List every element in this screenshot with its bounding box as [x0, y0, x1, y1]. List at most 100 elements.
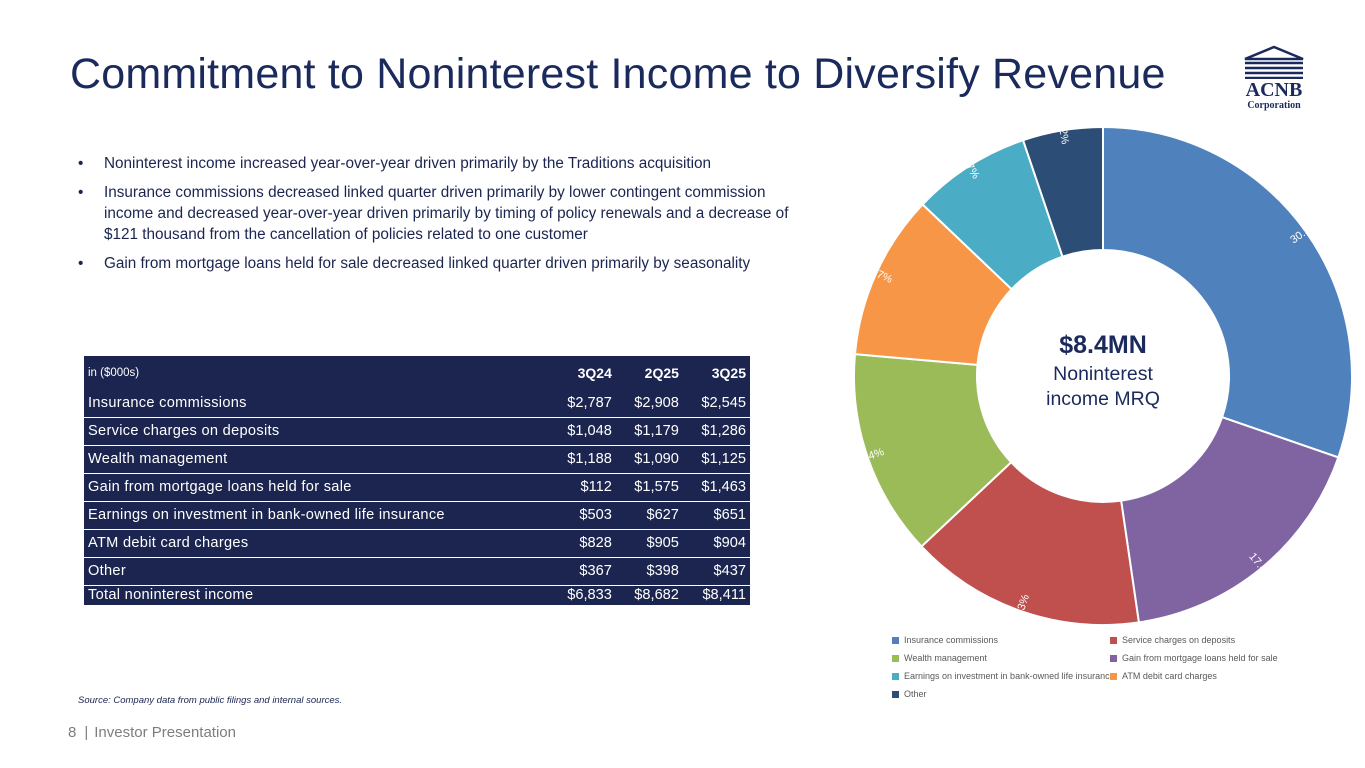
legend-swatch — [1110, 672, 1117, 680]
legend-swatch — [1110, 654, 1117, 662]
total-label: Total noninterest income — [88, 587, 254, 604]
legend-swatch — [1110, 636, 1117, 644]
legend-swatch — [892, 654, 899, 662]
legend-swatch — [892, 672, 899, 680]
cell-value: $905 — [646, 535, 679, 551]
legend-label: Gain from mortgage loans held for sale — [1122, 653, 1278, 663]
row-label: Wealth management — [88, 451, 228, 467]
donut-slice — [1021, 125, 1104, 258]
bullet-dot: • — [78, 155, 84, 172]
bullet-dot: • — [78, 184, 84, 201]
row-label: Other — [88, 563, 126, 579]
cell-value: $1,125 — [701, 451, 746, 467]
center-caption: Noninterest income MRQ — [1046, 363, 1160, 410]
bullet-text: Insurance commissions decreased linked q… — [104, 184, 789, 243]
column-header: 2Q25 — [644, 364, 679, 381]
noninterest-income-table: in ($000s) 3Q24 2Q25 3Q25 Insurance comm… — [84, 356, 750, 605]
footer-separator: | — [84, 724, 89, 741]
cell-value: $1,188 — [567, 451, 612, 467]
legend-item: Wealth management — [892, 653, 987, 663]
donut-center-label: $8.4MN Noninterest income MRQ — [1028, 330, 1178, 412]
footer-label: Investor Presentation — [94, 724, 236, 741]
total-value: $6,833 — [567, 587, 612, 604]
table-row: Gain from mortgage loans held for sale $… — [84, 473, 750, 501]
row-label: Service charges on deposits — [88, 423, 280, 439]
cell-value: $1,090 — [634, 451, 679, 467]
logo-subtitle: Corporation — [1247, 100, 1301, 111]
legend-item: ATM debit card charges — [1110, 671, 1217, 681]
slice-data-label: 13.4% — [852, 446, 886, 468]
cell-value: $1,179 — [634, 423, 679, 439]
row-label: Gain from mortgage loans held for sale — [88, 479, 352, 495]
cell-value: $1,575 — [634, 479, 679, 495]
slide-title: Commitment to Noninterest Income to Dive… — [70, 50, 1166, 98]
legend-item: Insurance commissions — [892, 635, 998, 645]
cell-value: $367 — [579, 563, 612, 579]
slice-data-label: 30.3% — [1288, 218, 1321, 246]
legend-label: Insurance commissions — [904, 635, 999, 645]
legend-label: Other — [904, 689, 927, 699]
cell-value: $503 — [579, 507, 612, 523]
slice-data-label: 7.7% — [958, 154, 982, 182]
table-row: Wealth management $1,188 $1,090 $1,125 — [84, 445, 750, 473]
bullet-item: • Gain from mortgage loans held for sale … — [78, 253, 798, 274]
cell-value: $1,463 — [701, 479, 746, 495]
cell-value: $112 — [580, 479, 612, 495]
total-value: $8,411 — [702, 587, 746, 604]
bullet-list: • Noninterest income increased year-over-… — [78, 153, 798, 282]
slice-data-label: 15.3% — [1010, 593, 1032, 627]
cell-value: $1,048 — [567, 423, 612, 439]
column-header: 3Q25 — [711, 364, 746, 381]
legend-item: Other — [892, 689, 927, 699]
legend-label: Earnings on investment in bank-owned lif… — [904, 671, 1115, 681]
bullet-item: • Insurance commissions decreased linked … — [78, 182, 798, 245]
source-note: Source: Company data from public filings… — [78, 695, 343, 706]
cell-value: $437 — [713, 563, 746, 579]
bullet-dot: • — [78, 255, 84, 272]
logo-name: ACNB — [1245, 79, 1303, 101]
legend-swatch — [892, 690, 899, 698]
donut-slice — [853, 202, 1014, 367]
cell-value: $2,545 — [701, 394, 746, 411]
cell-value: $398 — [646, 563, 679, 579]
legend-swatch — [892, 636, 899, 644]
legend-item: Service charges on deposits — [1110, 635, 1235, 645]
center-value: $8.4MN — [1059, 331, 1147, 359]
cell-value: $828 — [579, 535, 612, 551]
bullet-text: Noninterest income increased year-over-y… — [104, 155, 712, 172]
company-logo: ACNB Corporation — [1238, 45, 1310, 123]
cell-value: $2,908 — [634, 394, 679, 411]
table-row: Insurance commissions $2,787 $2,908 $2,5… — [84, 389, 750, 417]
table-row: Service charges on deposits $1,048 $1,17… — [84, 417, 750, 445]
bullet-item: • Noninterest income increased year-over-… — [78, 153, 798, 174]
slice-data-label: 17.4% — [1246, 551, 1275, 583]
bullet-text: Gain from mortgage loans held for sale d… — [104, 255, 751, 272]
legend-label: Service charges on deposits — [1122, 635, 1236, 645]
table-row: ATM debit card charges $828 $905 $904 — [84, 529, 750, 557]
donut-slice — [920, 460, 1140, 626]
table-row: Earnings on investment in bank-owned lif… — [84, 501, 750, 529]
legend-label: ATM debit card charges — [1122, 671, 1217, 681]
row-label: Earnings on investment in bank-owned lif… — [88, 507, 445, 523]
cell-value: $627 — [646, 507, 679, 523]
table-total-row: Total noninterest income $6,833 $8,682 $… — [84, 585, 750, 605]
row-label: ATM debit card charges — [88, 535, 249, 551]
donut-slice — [853, 353, 1013, 548]
table-header-row: in ($000s) 3Q24 2Q25 3Q25 — [84, 356, 750, 389]
row-label: Insurance commissions — [88, 394, 247, 411]
donut-slice — [1120, 415, 1340, 624]
logo-building-icon — [1244, 45, 1304, 79]
legend-label: Wealth management — [904, 653, 987, 663]
page-footer: 8 | Investor Presentation — [68, 724, 236, 741]
cell-value: $904 — [713, 535, 746, 551]
total-value: $8,682 — [634, 587, 679, 604]
cell-value: $2,787 — [567, 394, 612, 411]
table-row: Other $367 $398 $437 — [84, 557, 750, 585]
table-unit-label: in ($000s) — [88, 366, 140, 379]
page-number: 8 — [68, 724, 77, 741]
cell-value: $651 — [713, 507, 746, 523]
slice-data-label: 10.7% — [861, 262, 895, 286]
donut-slice — [921, 138, 1064, 291]
cell-value: $1,286 — [701, 423, 746, 439]
legend-item: Earnings on investment in bank-owned lif… — [892, 671, 1115, 681]
